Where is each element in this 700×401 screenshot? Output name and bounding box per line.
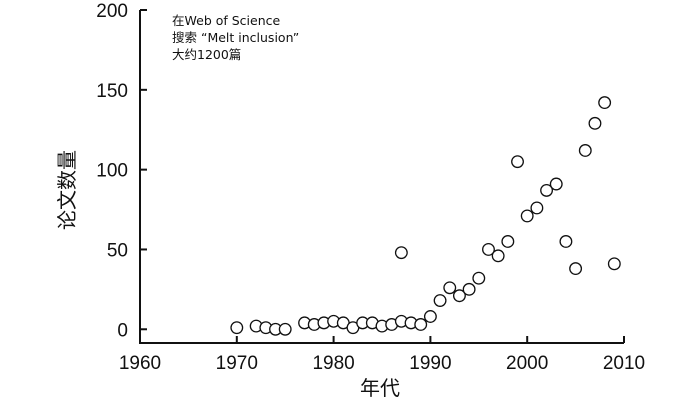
data-points: [230, 96, 621, 336]
data-point: [230, 321, 244, 335]
data-point: [511, 155, 524, 169]
x-tick-label: 1970: [216, 353, 258, 374]
data-point: [423, 310, 437, 323]
data-point: [443, 281, 457, 295]
annotation: 在Web of Science 搜索 “Melt inclusion” 大约12…: [172, 13, 299, 62]
data-point: [491, 249, 505, 263]
x-tick-label: 2000: [506, 353, 548, 374]
x-axis-ticks: 1960 1970 1980 1990 2000 2010: [119, 336, 645, 374]
annotation-line-1: 在Web of Science: [172, 13, 281, 28]
x-tick-label: 1960: [119, 353, 161, 374]
x-tick-label: 2010: [603, 353, 645, 374]
data-point: [472, 271, 486, 285]
data-point: [578, 144, 592, 157]
y-axis-ticks: 0 50 100 150 200: [96, 1, 147, 341]
annotation-line-3: 大约1200篇: [172, 47, 241, 62]
data-point: [501, 235, 515, 248]
x-axis-label: 年代: [360, 376, 400, 400]
data-point: [588, 116, 602, 130]
data-point: [569, 262, 583, 276]
y-tick-label: 100: [96, 161, 128, 182]
y-axis-label: 论文数量: [55, 150, 79, 230]
y-tick-label: 50: [107, 240, 128, 261]
data-point: [540, 183, 554, 197]
data-point: [549, 177, 563, 191]
y-tick-label: 150: [96, 81, 128, 102]
y-tick-label: 200: [96, 1, 128, 22]
data-point: [530, 201, 544, 215]
annotation-line-2: 搜索 “Melt inclusion”: [172, 30, 299, 45]
data-point: [598, 96, 612, 110]
data-point: [520, 209, 534, 223]
data-point: [559, 235, 573, 248]
x-tick-label: 1980: [312, 353, 354, 374]
data-point: [394, 246, 408, 260]
data-point: [452, 289, 466, 303]
data-point: [462, 282, 476, 296]
y-tick-label: 0: [117, 320, 128, 341]
data-point: [482, 243, 495, 256]
data-point: [607, 257, 621, 271]
data-point: [278, 322, 292, 336]
data-point: [414, 318, 428, 331]
data-point: [433, 294, 447, 307]
x-tick-label: 1990: [409, 353, 451, 374]
